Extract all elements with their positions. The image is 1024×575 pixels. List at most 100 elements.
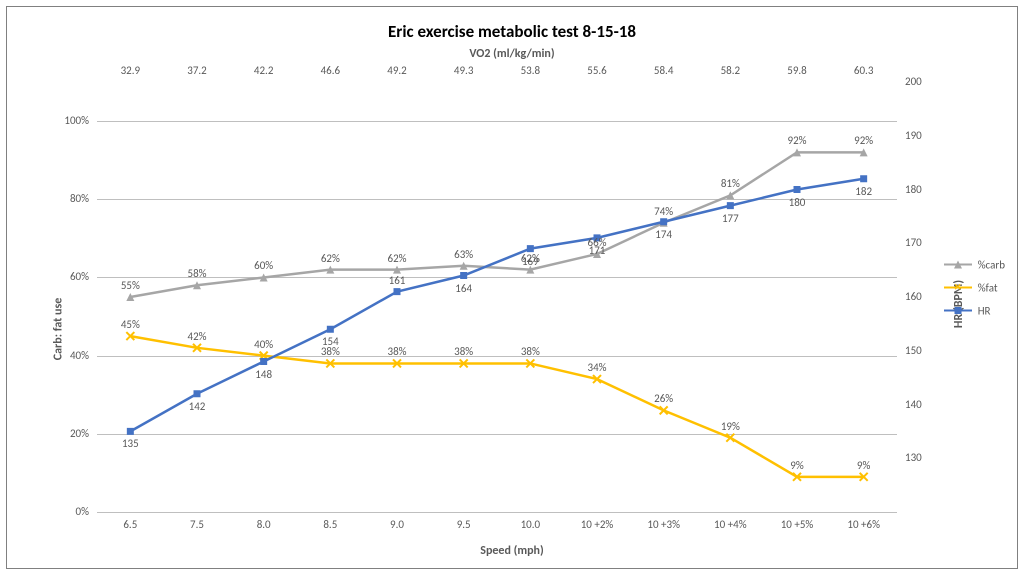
data-label-hr: 180 (789, 196, 806, 209)
series-line-carb (130, 152, 863, 297)
data-label-fat: 42% (187, 330, 206, 343)
data-label-carb: 62% (387, 252, 406, 265)
y2-tick: 180 (905, 183, 945, 196)
series-svg (97, 82, 897, 512)
marker-hr (460, 272, 467, 279)
data-label-carb: 74% (654, 205, 673, 218)
legend-label: %carb (978, 258, 1005, 271)
y1-tick: 60% (49, 270, 89, 283)
data-label-fat: 19% (721, 420, 740, 433)
legend-item-hr: HR (944, 304, 1005, 317)
x-tick: 8.0 (257, 518, 271, 531)
data-label-carb: 55% (121, 279, 140, 292)
y2-tick: 160 (905, 290, 945, 303)
x-tick: 10 +6% (847, 518, 880, 531)
y2-tick: 130 (905, 451, 945, 464)
x-tick: 10.0 (521, 518, 541, 531)
top-tick: 49.2 (387, 64, 407, 77)
data-label-fat: 9% (790, 459, 803, 472)
x-tick: 8.5 (323, 518, 337, 531)
legend-item-carb: %carb (944, 258, 1005, 271)
grid-line (97, 512, 897, 513)
top-axis-title: VO2 (ml/kg/min) (7, 47, 1017, 61)
data-label-fat: 34% (587, 361, 606, 374)
y1-axis-title: Carb: fat use (51, 298, 65, 361)
data-label-hr: 177 (722, 212, 739, 225)
marker-hr (394, 288, 401, 295)
chart-title: Eric exercise metabolic test 8-15-18 (7, 21, 1017, 42)
y2-tick: 150 (905, 344, 945, 357)
y1-tick: 80% (49, 192, 89, 205)
marker-hr (260, 358, 267, 365)
x-tick: 7.5 (190, 518, 204, 531)
top-tick: 58.2 (721, 64, 741, 77)
x-tick: 9.0 (390, 518, 404, 531)
x-axis-title: Speed (mph) (7, 544, 1017, 558)
data-label-fat: 26% (654, 392, 673, 405)
marker-hr (127, 428, 134, 435)
data-label-fat: 38% (521, 345, 540, 358)
top-tick: 49.3 (454, 64, 474, 77)
data-label-hr: 171 (589, 244, 606, 257)
top-tick: 32.9 (121, 64, 141, 77)
legend-item-fat: ✕ %fat (944, 281, 1005, 294)
marker-hr (194, 390, 201, 397)
data-label-hr: 182 (855, 185, 872, 198)
top-tick: 42.2 (254, 64, 274, 77)
series-line-hr (130, 179, 863, 432)
x-tick: 10 +3% (647, 518, 680, 531)
top-tick: 46.6 (321, 64, 341, 77)
marker-hr (794, 186, 801, 193)
top-tick: 58.4 (654, 64, 674, 77)
top-tick: 59.8 (787, 64, 807, 77)
data-label-carb: 62% (321, 252, 340, 265)
top-tick: 53.8 (521, 64, 541, 77)
top-tick: 55.6 (587, 64, 607, 77)
x-tick: 10 +4% (714, 518, 747, 531)
x-tick: 6.5 (123, 518, 137, 531)
data-label-fat: 45% (121, 318, 140, 331)
legend-label: %fat (978, 281, 998, 294)
y2-tick: 140 (905, 398, 945, 411)
data-label-carb: 81% (721, 177, 740, 190)
data-label-carb: 92% (787, 134, 806, 147)
marker-hr (327, 326, 334, 333)
data-label-carb: 92% (854, 134, 873, 147)
data-label-hr: 148 (255, 368, 272, 381)
x-tick: 10 +2% (581, 518, 614, 531)
data-label-hr: 135 (122, 437, 139, 450)
data-label-hr: 161 (389, 274, 406, 287)
y2-tick: 190 (905, 129, 945, 142)
data-label-carb: 60% (254, 259, 273, 272)
marker-hr (660, 218, 667, 225)
top-tick: 37.2 (187, 64, 207, 77)
y2-tick: 200 (905, 75, 945, 88)
legend-swatch: ✕ (944, 287, 972, 289)
data-label-hr: 169 (522, 255, 539, 268)
plot-area: 0%20%40%60%80%100%1301401501601701801902… (97, 82, 897, 512)
data-label-carb: 63% (454, 248, 473, 261)
marker-hr (727, 202, 734, 209)
data-label-fat: 40% (254, 338, 273, 351)
legend-swatch (944, 310, 972, 312)
data-label-hr: 154 (322, 335, 339, 348)
marker-hr (860, 175, 867, 182)
data-label-fat: 38% (387, 345, 406, 358)
x-tick: 9.5 (457, 518, 471, 531)
chart-frame: Eric exercise metabolic test 8-15-18 VO2… (6, 6, 1018, 569)
legend-label: HR (978, 304, 991, 317)
data-label-hr: 164 (455, 282, 472, 295)
series-line-fat (130, 336, 863, 477)
data-label-hr: 174 (655, 228, 672, 241)
legend: %carb ✕ %fat HR (944, 248, 1005, 327)
data-label-hr: 142 (189, 400, 206, 413)
data-label-carb: 58% (187, 267, 206, 280)
y2-tick: 170 (905, 236, 945, 249)
y1-tick: 20% (49, 427, 89, 440)
data-label-fat: 9% (857, 459, 870, 472)
x-tick: 10 +5% (781, 518, 814, 531)
top-tick: 60.3 (854, 64, 874, 77)
y1-tick: 0% (49, 505, 89, 518)
y1-tick: 100% (49, 114, 89, 127)
legend-swatch (944, 264, 972, 266)
